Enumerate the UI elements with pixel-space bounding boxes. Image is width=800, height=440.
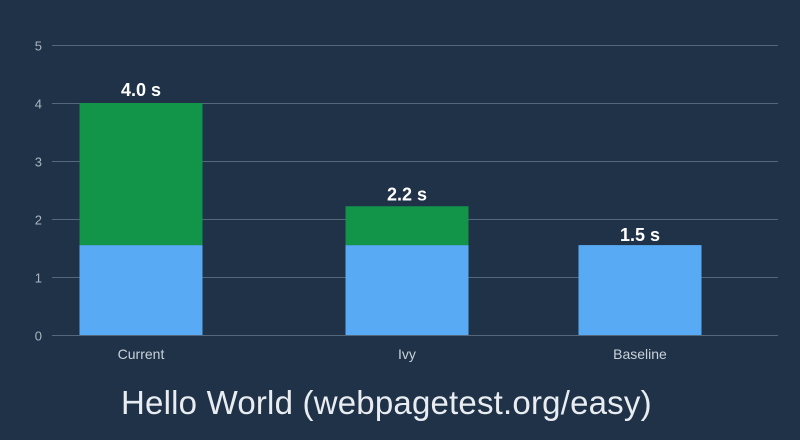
y-axis-ticks: 0 1 2 3 4 5 (35, 39, 42, 344)
bars (79, 103, 702, 335)
y-tick-label: 4 (35, 97, 42, 112)
y-tick-label: 3 (35, 155, 42, 170)
value-labels: 4.0 s 2.2 s 1.5 s (121, 80, 660, 245)
y-tick-label: 1 (35, 271, 42, 286)
y-tick-label: 5 (35, 39, 42, 54)
bar-segment-extra (79, 103, 203, 246)
x-category-label: Current (118, 346, 165, 362)
bar-segment-extra (345, 206, 469, 246)
bar-segment-base (345, 245, 469, 335)
x-category-label: Baseline (613, 346, 667, 362)
bar-value-label: 1.5 s (620, 225, 660, 245)
y-tick-label: 2 (35, 213, 42, 228)
bar-segment-base (578, 245, 702, 335)
x-category-label: Ivy (398, 346, 416, 362)
bar-value-label: 2.2 s (387, 184, 427, 204)
bar-segment-base (79, 245, 203, 335)
bar-value-label: 4.0 s (121, 80, 161, 100)
x-axis-categories: Current Ivy Baseline (118, 346, 667, 362)
slide-caption: Hello World (webpagetest.org/easy) (121, 384, 652, 421)
y-tick-label: 0 (35, 329, 42, 344)
